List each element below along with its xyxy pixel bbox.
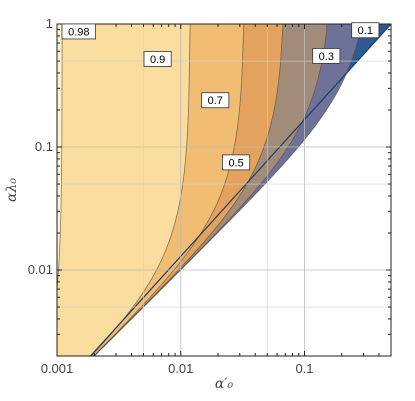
contour-label-box — [312, 48, 341, 64]
tick-marks — [56, 23, 392, 357]
contour-label-text: 0.9 — [150, 54, 165, 66]
contour-label-0.5: 0.5 — [222, 154, 251, 171]
contour-label-text: 0.1 — [358, 25, 373, 37]
contour-label-box — [351, 22, 380, 39]
contour-label-text: 0.7 — [208, 95, 223, 107]
grid-lines — [57, 24, 391, 356]
contour-bands — [57, 24, 391, 356]
contour-lines — [57, 24, 391, 356]
contour-label-box — [143, 51, 172, 67]
contour-label-text: 0.3 — [319, 51, 334, 63]
diagonal-boundary — [89, 24, 391, 356]
contour-label-text: 0.5 — [228, 157, 243, 169]
contour-band-0.9 — [57, 24, 191, 356]
x-tick-label-0.1: 0.1 — [295, 361, 313, 376]
x-axis-title: α′₀ — [215, 376, 234, 392]
contour-line-0.98 — [57, 24, 63, 289]
contour-labels: 0.98 0.9 0.7 0.5 0.3 0.1 — [61, 22, 380, 171]
contour-label-0.3: 0.3 — [312, 48, 341, 64]
contour-label-box — [61, 23, 96, 40]
contour-label-0.7: 0.7 — [201, 92, 230, 109]
y-axis-title: αλ₀ — [4, 178, 20, 202]
y-tick-label-1: 1 — [46, 16, 53, 31]
y-tick-label-0.01: 0.01 — [28, 262, 53, 277]
contour-label-0.98: 0.98 — [61, 23, 96, 40]
contour-band-top — [57, 24, 63, 356]
y-tick-labels: 0.01 0.1 1 — [28, 16, 53, 277]
contour-label-box — [222, 154, 251, 171]
contour-label-box — [201, 92, 230, 109]
contour-label-0.9: 0.9 — [143, 51, 172, 67]
contour-line-0.7 — [93, 24, 245, 356]
x-tick-label-0.01: 0.01 — [168, 361, 193, 376]
y-tick-label-0.1: 0.1 — [35, 139, 53, 154]
x-tick-labels: 0.001 0.01 0.1 — [41, 361, 314, 376]
x-tick-label-0.001: 0.001 — [41, 361, 74, 376]
contour-label-0.1: 0.1 — [351, 22, 380, 39]
plot-frame — [56, 23, 392, 357]
contour-label-text: 0.98 — [68, 26, 89, 38]
contour-line-0.1 — [93, 24, 359, 356]
